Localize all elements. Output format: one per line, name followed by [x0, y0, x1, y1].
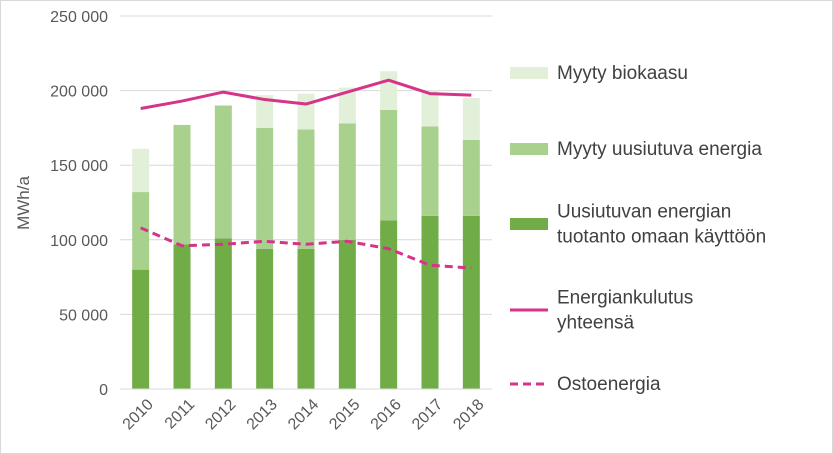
bar-segment [380, 220, 398, 389]
bar-segment [421, 215, 439, 389]
y-axis-title: MWh/a [14, 176, 33, 230]
legend-label: Uusiutuvan energian tuotanto omaan käyttö… [557, 201, 766, 247]
x-tick-label: 2016 [368, 396, 405, 433]
x-tick-label: 2013 [244, 396, 281, 433]
bar-segment [256, 95, 274, 128]
bar-segment [297, 248, 315, 389]
bar-segment [462, 139, 480, 216]
legend-label: Energiankulutus yhteensä [557, 287, 693, 333]
bar-segment [380, 109, 398, 221]
bar-segment [421, 90, 439, 127]
bar-segment [297, 93, 315, 130]
bars [132, 71, 480, 389]
y-tick-label: 150 000 [50, 158, 108, 175]
series-line [140, 226, 472, 270]
bar-segment [462, 215, 480, 389]
lines [140, 78, 472, 270]
x-tick-label: 2011 [162, 396, 198, 432]
legend: Myyty biokaasu Myyty uusiutuva energia Uus… [510, 63, 766, 395]
legend-swatch [510, 218, 548, 230]
bar-segment [462, 98, 480, 140]
x-tick-label: 2014 [285, 396, 322, 433]
y-tick-label: 250 000 [50, 9, 108, 26]
bar-segment [214, 105, 232, 239]
y-tick-label: 50 000 [59, 307, 108, 324]
bar-segment [173, 124, 191, 245]
bar-segment [132, 192, 150, 270]
y-tick-label: 0 [99, 382, 108, 399]
x-tick-label: 2018 [450, 396, 487, 433]
y-tick-label: 200 000 [50, 84, 108, 101]
bar-segment [421, 126, 439, 216]
bar-segment [338, 123, 356, 240]
bar-segment [132, 148, 150, 193]
x-tick-label: 2012 [202, 396, 239, 433]
bar-segment [338, 87, 356, 124]
legend-swatch [510, 143, 548, 155]
x-tick-label: 2015 [326, 396, 363, 433]
x-tick-label: 2010 [120, 396, 157, 433]
legend-label: Myyty biokaasu [557, 63, 688, 84]
bar-segment [256, 248, 274, 389]
legend-swatch [510, 67, 548, 79]
bar-segment [173, 244, 191, 389]
bar-segment [256, 127, 274, 249]
bar-segment [380, 71, 398, 110]
bar-segment [132, 269, 150, 389]
bar-segment [214, 238, 232, 389]
bar-segment [338, 239, 356, 389]
series-line [140, 78, 472, 110]
x-tick-label: 2017 [409, 396, 446, 433]
legend-label: Ostoenergia [557, 374, 661, 395]
legend-label: Myyty uusiutuva energia [557, 139, 762, 160]
bar-segment [297, 129, 315, 249]
y-tick-label: 100 000 [50, 233, 108, 250]
